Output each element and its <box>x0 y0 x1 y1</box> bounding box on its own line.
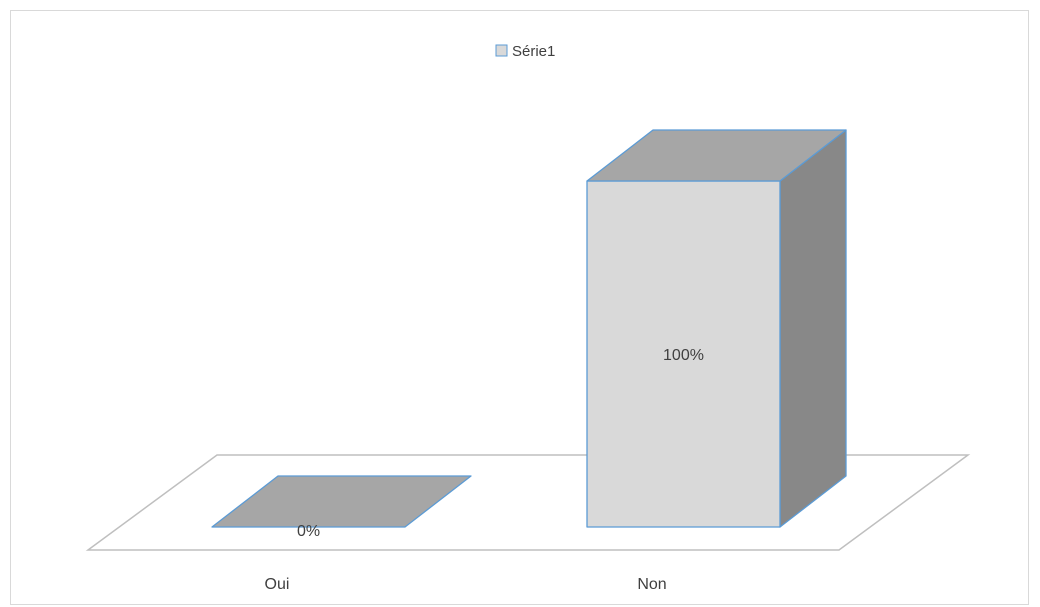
bar-top-non <box>586 129 847 182</box>
data-label-non: 100% <box>663 347 704 364</box>
bar-top-oui <box>211 475 472 528</box>
bars <box>211 129 847 528</box>
bar-side-non <box>779 129 847 528</box>
bar-non <box>586 129 847 528</box>
legend: Série1 <box>495 43 555 60</box>
category-labels: Oui Non <box>265 576 667 593</box>
data-labels: 0% 100% <box>297 347 704 540</box>
legend-label-serie1: Série1 <box>512 43 555 60</box>
category-label-non: Non <box>637 576 666 593</box>
legend-swatch <box>495 44 508 57</box>
bar-oui <box>211 475 472 528</box>
category-label-oui: Oui <box>265 576 290 593</box>
data-label-oui: 0% <box>297 523 320 540</box>
